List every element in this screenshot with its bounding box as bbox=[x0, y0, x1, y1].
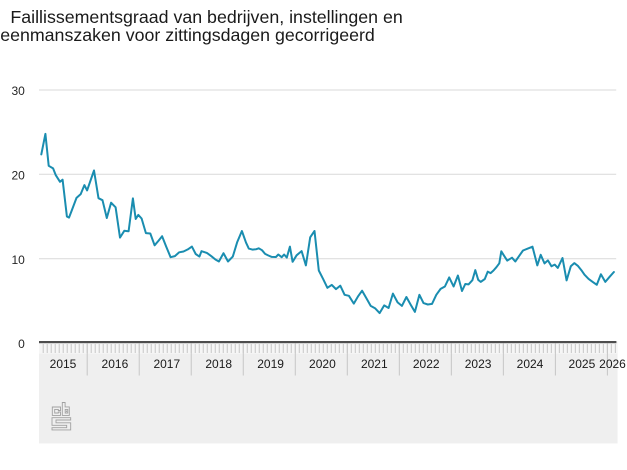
svg-text:2016: 2016 bbox=[102, 357, 129, 371]
svg-text:2019: 2019 bbox=[257, 357, 284, 371]
svg-text:2026: 2026 bbox=[599, 357, 626, 371]
svg-text:2015: 2015 bbox=[50, 357, 77, 371]
svg-text:2021: 2021 bbox=[361, 357, 388, 371]
svg-text:20: 20 bbox=[11, 169, 25, 183]
svg-text:2025: 2025 bbox=[569, 357, 596, 371]
svg-text:0: 0 bbox=[18, 337, 25, 351]
svg-text:2020: 2020 bbox=[309, 357, 336, 371]
svg-text:2017: 2017 bbox=[153, 357, 180, 371]
svg-text:2023: 2023 bbox=[465, 357, 492, 371]
svg-text:2018: 2018 bbox=[205, 357, 232, 371]
svg-text:10: 10 bbox=[11, 253, 25, 267]
svg-text:2024: 2024 bbox=[517, 357, 544, 371]
svg-text:30: 30 bbox=[11, 84, 25, 98]
svg-text:2022: 2022 bbox=[413, 357, 440, 371]
